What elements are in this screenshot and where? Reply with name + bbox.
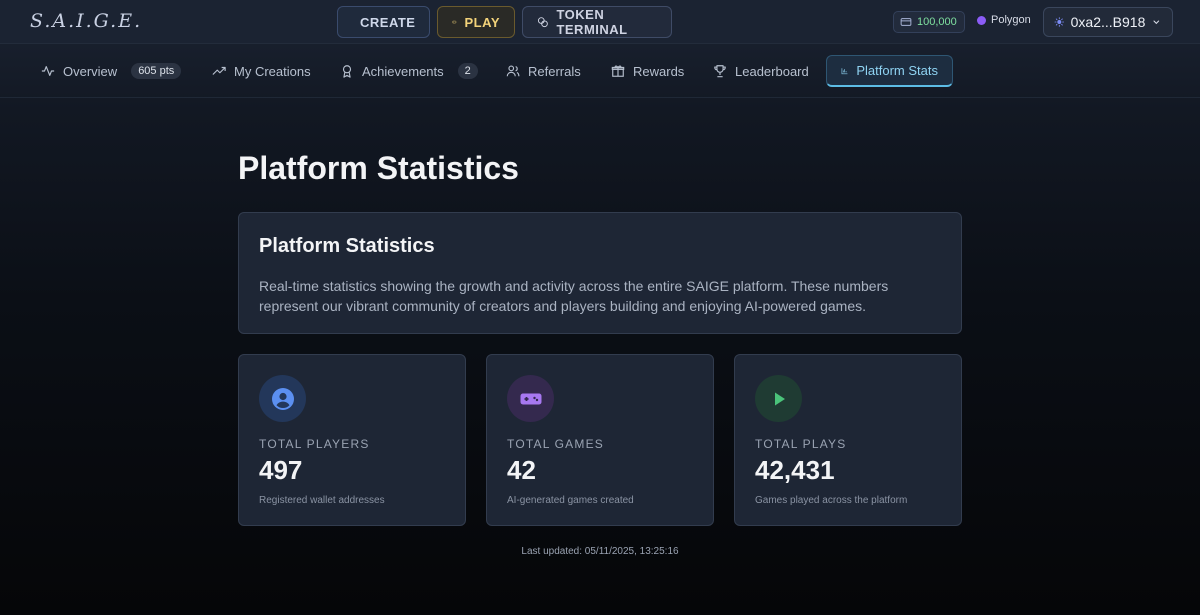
stat-label: TOTAL PLAYERS [259, 437, 370, 451]
page-title: Platform Statistics [238, 150, 519, 186]
play-label: PLAY [464, 14, 500, 30]
award-icon [342, 65, 352, 78]
stat-card-games: TOTAL GAMES 42 AI-generated games create… [486, 354, 714, 526]
tab-leaderboard[interactable]: Leaderboard [699, 55, 823, 87]
bar-chart-icon [841, 67, 848, 74]
play-button[interactable]: PLAY [437, 6, 515, 38]
network-label: Polygon [991, 14, 1031, 26]
stat-value: 497 [259, 455, 303, 485]
token-terminal-label: TOKEN TERMINAL [556, 7, 628, 37]
token-balance[interactable]: 100,000 [893, 11, 965, 33]
stat-label: TOTAL PLAYS [755, 437, 847, 451]
stat-description: Registered wallet addresses [259, 495, 385, 506]
stat-label: TOTAL GAMES [507, 437, 604, 451]
wallet-address: 0xa2...B918 [1070, 14, 1146, 30]
intro-card: Platform Statistics Real-time statistics… [238, 212, 962, 334]
tab-platform-stats-label: Platform Stats [856, 63, 938, 78]
stat-value: 42,431 [755, 455, 835, 485]
saige-logo[interactable]: S.A.I.G.E. [30, 10, 143, 32]
trophy-icon [714, 65, 726, 78]
tab-referrals-label: Referrals [528, 63, 581, 79]
tab-platform-stats[interactable]: Platform Stats [826, 55, 953, 87]
gamepad-icon [452, 20, 457, 24]
tab-achievements-label: Achievements [362, 63, 444, 79]
intro-card-title: Platform Statistics [259, 235, 435, 257]
points-badge: 605 pts [131, 63, 182, 79]
top-bar: S.A.I.G.E. CREATE PLAY TOKEN TERMINAL 10… [0, 0, 1200, 44]
stat-card-players: TOTAL PLAYERS 497 Registered wallet addr… [238, 354, 466, 526]
token-terminal-button[interactable]: TOKEN TERMINAL [522, 6, 672, 38]
tab-my-creations-label: My Creations [234, 63, 311, 79]
tab-bar: Overview 605 pts My Creations Achievemen… [0, 45, 1200, 98]
gift-icon [611, 65, 625, 77]
tab-overview-label: Overview [63, 63, 118, 79]
chevron-down-icon [1153, 20, 1160, 25]
tab-leaderboard-label: Leaderboard [735, 63, 809, 79]
wallet-dropdown[interactable]: 0xa2...B918 [1043, 7, 1173, 37]
balance-value: 100,000 [917, 16, 957, 28]
stat-description: Games played across the platform [755, 495, 908, 506]
create-button[interactable]: CREATE [337, 6, 430, 38]
tab-rewards[interactable]: Rewards [597, 55, 698, 87]
gamepad-icon [507, 375, 554, 422]
stat-description: AI-generated games created [507, 495, 634, 506]
stat-card-plays: TOTAL PLAYS 42,431 Games played across t… [734, 354, 962, 526]
polygon-icon [977, 15, 986, 25]
last-updated: Last updated: 05/11/2025, 13:25:16 [521, 546, 679, 557]
tab-achievements[interactable]: Achievements 2 [326, 55, 492, 87]
tab-overview[interactable]: Overview 605 pts [27, 55, 195, 87]
sun-icon [1054, 17, 1065, 27]
wallet-icon [900, 18, 912, 26]
trending-up-icon [212, 66, 226, 75]
coins-icon [537, 17, 548, 28]
tab-my-creations[interactable]: My Creations [198, 55, 325, 87]
network-indicator[interactable]: Polygon [977, 14, 1031, 26]
user-circle-icon [259, 375, 306, 422]
play-icon [755, 375, 802, 422]
tab-referrals[interactable]: Referrals [492, 55, 595, 87]
achievements-badge: 2 [457, 63, 478, 79]
create-label: CREATE [360, 14, 416, 30]
users-icon [506, 65, 520, 77]
activity-icon [41, 66, 55, 76]
tab-rewards-label: Rewards [633, 63, 685, 79]
stat-value: 42 [507, 455, 536, 485]
intro-card-text: Real-time statistics showing the growth … [259, 278, 889, 314]
